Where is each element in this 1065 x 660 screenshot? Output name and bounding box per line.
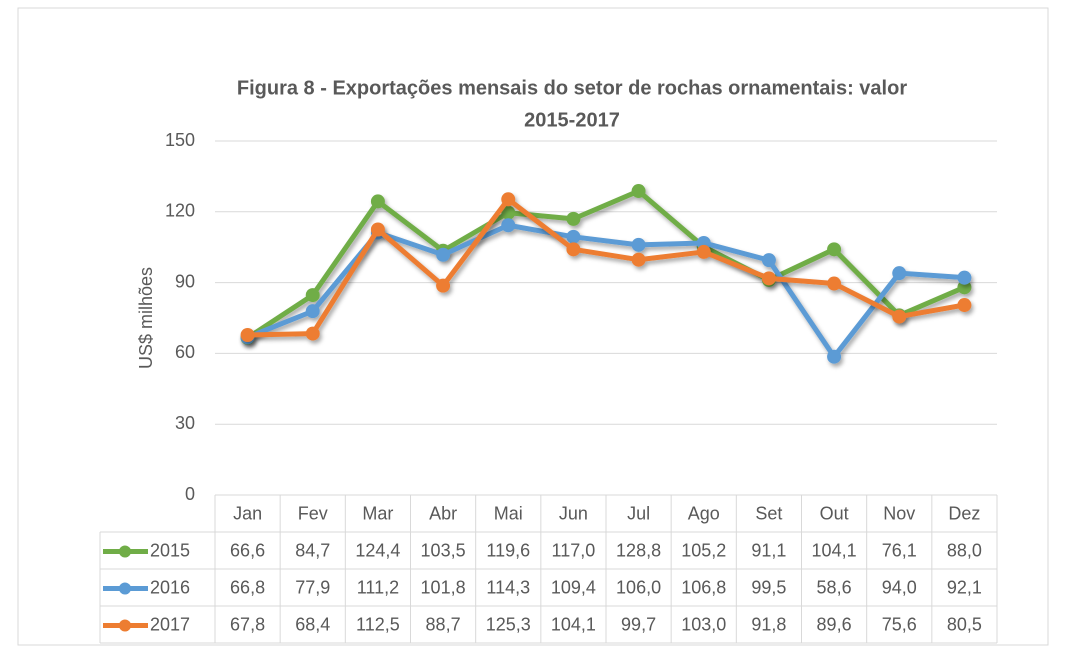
table-value: 124,4 [355, 540, 400, 560]
table-value: 106,0 [616, 577, 661, 597]
chart-title: Figura 8 - Exportações mensais do setor … [237, 77, 907, 99]
table-value: 94,0 [882, 577, 917, 597]
marker [501, 205, 516, 220]
x-tick-label: Nov [883, 503, 915, 523]
table-value: 66,6 [230, 540, 265, 560]
x-tick-label: Dez [948, 503, 980, 523]
legend-key [119, 582, 131, 595]
legend-label: 2017 [150, 614, 190, 634]
table-value: 89,6 [817, 614, 852, 634]
marker [370, 194, 385, 209]
table-value: 101,8 [421, 577, 466, 597]
marker [566, 242, 581, 257]
table-value: 84,7 [295, 540, 330, 560]
legend-key [119, 545, 131, 558]
x-tick-label: Fev [298, 503, 328, 523]
table-value: 112,5 [356, 614, 400, 634]
table-value: 128,8 [616, 540, 661, 560]
legend-label: 2015 [150, 540, 190, 560]
x-tick-label: Mar [362, 503, 393, 523]
marker [501, 218, 516, 233]
table-value: 104,1 [551, 614, 596, 634]
y-axis-label: US$ milhões [136, 267, 156, 369]
table-value: 92,1 [947, 577, 982, 597]
marker [957, 280, 972, 295]
table-value: 88,7 [426, 614, 461, 634]
marker [305, 304, 320, 319]
table-value: 103,0 [681, 614, 726, 634]
table-value: 80,5 [947, 614, 982, 634]
table-value: 91,8 [751, 614, 786, 634]
y-tick-label: 0 [185, 484, 195, 504]
marker [892, 309, 907, 324]
x-tick-label: Ago [688, 503, 720, 523]
table-value: 99,7 [621, 614, 656, 634]
y-tick-label: 150 [165, 130, 195, 150]
y-tick-label: 90 [175, 271, 195, 291]
y-tick-label: 30 [175, 413, 195, 433]
table-value: 88,0 [947, 540, 982, 560]
marker [501, 192, 516, 207]
table-value: 68,4 [295, 614, 330, 634]
marker [566, 211, 581, 226]
x-tick-label: Set [755, 503, 782, 523]
marker [892, 266, 907, 281]
table-value: 125,3 [486, 614, 531, 634]
table-value: 109,4 [551, 577, 596, 597]
series-line [246, 188, 966, 340]
y-tick-label: 120 [165, 201, 195, 221]
legend-key [119, 619, 131, 632]
table-value: 77,9 [295, 577, 330, 597]
marker [436, 278, 451, 293]
table-value: 114,3 [486, 577, 530, 597]
marker [696, 244, 711, 259]
marker [827, 276, 842, 291]
table-value: 91,1 [751, 540, 786, 560]
marker [827, 242, 842, 257]
table-value: 106,8 [681, 577, 726, 597]
marker [240, 327, 255, 342]
marker [566, 229, 581, 244]
table-value: 99,5 [751, 577, 786, 597]
table-value: 75,6 [882, 614, 917, 634]
marker [761, 271, 776, 286]
table-value: 67,8 [230, 614, 265, 634]
chart-border [17, 7, 1049, 646]
series [240, 192, 972, 342]
marker [305, 326, 320, 341]
table-value: 103,5 [421, 540, 466, 560]
marker [631, 237, 646, 252]
y-tick-label: 60 [175, 342, 195, 362]
chart-title: 2015-2017 [524, 109, 620, 131]
table-value: 111,2 [357, 577, 399, 597]
marker [631, 252, 646, 267]
legend-label: 2016 [150, 577, 190, 597]
x-tick-label: Abr [429, 503, 457, 523]
table-value: 58,6 [817, 577, 852, 597]
marker [957, 270, 972, 285]
marker [957, 298, 972, 313]
series-line [247, 196, 965, 338]
x-tick-label: Mai [494, 503, 523, 523]
table-value: 104,1 [812, 540, 857, 560]
x-tick-label: Out [820, 503, 849, 523]
x-tick-label: Jul [627, 503, 650, 523]
x-tick-label: Jun [559, 503, 588, 523]
table-value: 119,6 [486, 540, 530, 560]
table-value: 66,8 [230, 577, 265, 597]
marker [631, 184, 646, 199]
x-tick-label: Jan [233, 503, 262, 523]
table-value: 76,1 [882, 540, 917, 560]
marker [761, 253, 776, 268]
table-value: 117,0 [552, 540, 596, 560]
marker [436, 247, 451, 262]
marker [827, 349, 842, 364]
marker [305, 288, 320, 303]
marker [370, 222, 385, 237]
table-value: 105,2 [681, 540, 726, 560]
